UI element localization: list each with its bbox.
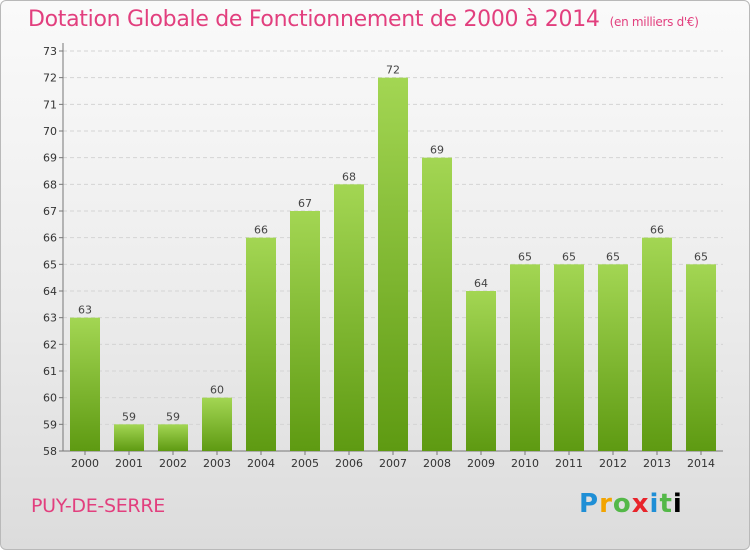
x-tick-label: 2012	[599, 457, 627, 470]
bar-value-label: 60	[210, 384, 224, 397]
chart-title: Dotation Globale de Fonctionnement de 20…	[28, 7, 699, 32]
y-tick-label: 66	[43, 232, 57, 245]
commune-name: PUY-DE-SERRE	[31, 495, 165, 517]
x-tick-label: 2003	[203, 457, 231, 470]
chart-title-text: Dotation Globale de Fonctionnement de 20…	[28, 7, 600, 32]
bar	[114, 424, 144, 451]
x-tick-label: 2005	[291, 457, 319, 470]
bar-value-label: 66	[254, 224, 268, 237]
bar-value-label: 67	[298, 197, 312, 210]
y-tick-label: 71	[43, 98, 57, 111]
x-tick-label: 2006	[335, 457, 363, 470]
bar-value-label: 65	[562, 250, 576, 263]
bar	[554, 264, 584, 451]
x-tick-label: 2001	[115, 457, 143, 470]
bar	[378, 77, 408, 452]
bar	[158, 424, 188, 451]
bar-value-label: 65	[694, 250, 708, 263]
bar-value-label: 69	[430, 144, 444, 157]
bar	[422, 157, 452, 451]
bar-value-label: 59	[122, 410, 136, 423]
bar	[466, 291, 496, 451]
y-tick-labels: 58 59 60 61 62 63 64 65 66 67 68 69 70 71 72 73	[43, 45, 57, 458]
y-tick-label: 63	[43, 312, 57, 325]
bar	[642, 237, 672, 451]
bar-value-label: 68	[342, 170, 356, 183]
bar	[202, 397, 232, 451]
y-tick-label: 61	[43, 365, 57, 378]
bar	[510, 264, 540, 451]
y-tick-label: 69	[43, 152, 57, 165]
y-tick-label: 58	[43, 445, 57, 458]
bar-value-label: 59	[166, 410, 180, 423]
chart-unit: (en milliers d'€)	[609, 15, 699, 29]
x-tick-label: 2004	[247, 457, 275, 470]
y-tick-label: 60	[43, 392, 57, 405]
bar	[290, 211, 320, 451]
value-labels: 63 59 59 60 66 67 68 72 69 64 65 65 65 66 65	[78, 64, 708, 424]
bar	[70, 317, 100, 451]
x-tick-label: 2009	[467, 457, 495, 470]
y-tick-label: 70	[43, 125, 57, 138]
y-tick-label: 67	[43, 205, 57, 218]
y-tick-label: 59	[43, 418, 57, 431]
x-tick-label: 2002	[159, 457, 187, 470]
x-tick-label: 2008	[423, 457, 451, 470]
y-tick-label: 68	[43, 178, 57, 191]
bar-value-label: 63	[78, 304, 92, 317]
bar-value-label: 64	[474, 277, 488, 290]
x-tick-label: 2011	[555, 457, 583, 470]
bar	[246, 237, 276, 451]
x-tick-label: 2010	[511, 457, 539, 470]
y-tick-label: 64	[43, 285, 57, 298]
bars	[70, 77, 716, 452]
bar-value-label: 65	[518, 250, 532, 263]
x-tick-label: 2007	[379, 457, 407, 470]
bar-value-label: 65	[606, 250, 620, 263]
bar-value-label: 66	[650, 224, 664, 237]
bar	[686, 264, 716, 451]
bar-value-label: 72	[386, 64, 400, 77]
y-tick-label: 65	[43, 258, 57, 271]
y-tick-label: 73	[43, 45, 57, 58]
bar	[334, 184, 364, 452]
x-tick-label: 2000	[71, 457, 99, 470]
y-tick-label: 62	[43, 338, 57, 351]
x-tick-label: 2013	[643, 457, 671, 470]
x-tick-labels: 2000 2001 2002 2003 2004 2005 2006 2007 2008 2009…	[71, 457, 715, 470]
bar	[598, 264, 628, 451]
x-tick-label: 2014	[687, 457, 715, 470]
y-tick-label: 72	[43, 72, 57, 85]
proxiti-logo[interactable]: Proxiti	[579, 489, 683, 519]
